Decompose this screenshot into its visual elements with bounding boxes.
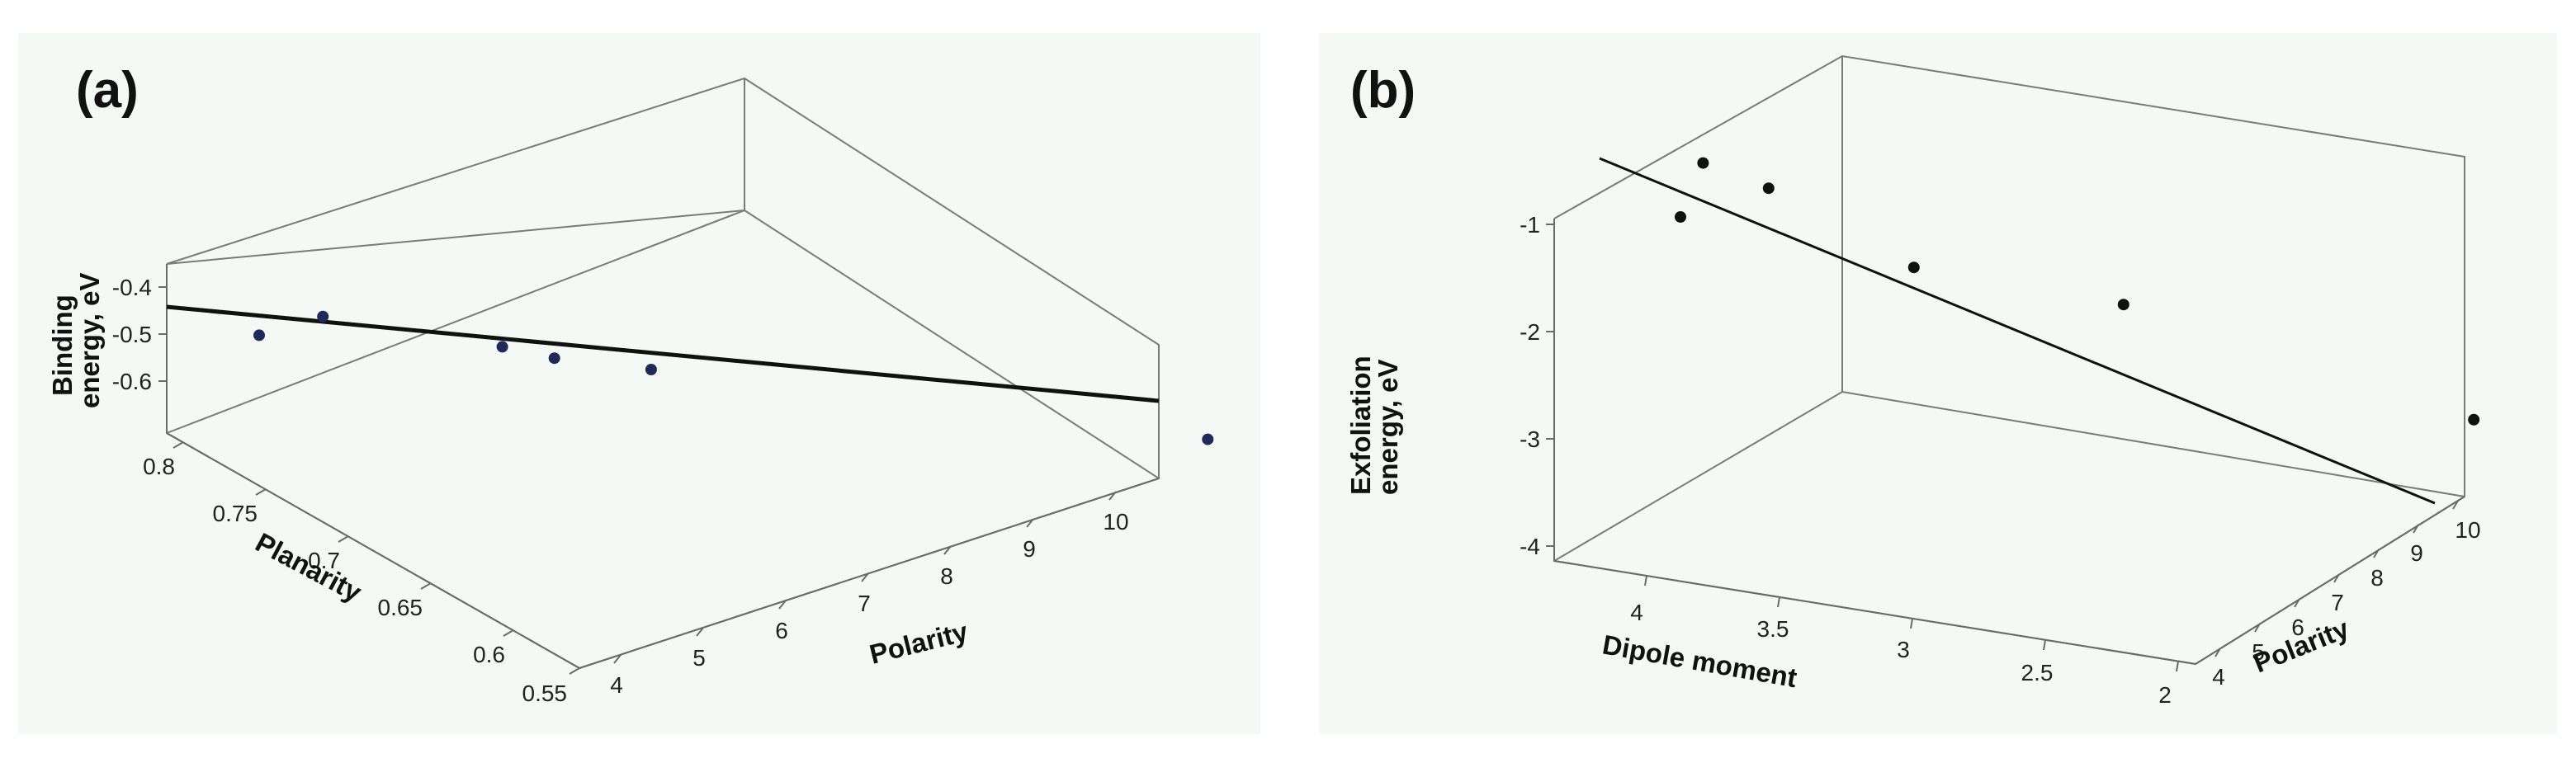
energy-tick-label: -0.4 (112, 275, 152, 300)
polarity-axis (579, 478, 1160, 669)
polarity-tick-label: 6 (775, 618, 788, 643)
box-outline-b (1553, 54, 2465, 666)
polarity-tick-b (2333, 573, 2340, 583)
energy-axis-label: Binding (47, 294, 78, 396)
data-point (548, 352, 560, 365)
energy-tick-label: -0.5 (112, 322, 152, 347)
planarity-ticks: 0.8 0.75 0.7 0.65 0.6 0.55 (143, 441, 580, 706)
polarity-tick-b (2413, 524, 2419, 534)
planarity-tick (338, 535, 349, 543)
dipole-tick (2176, 661, 2179, 672)
data-point (317, 310, 329, 323)
exfoliation-tick-label: -4 (1520, 534, 1540, 559)
dipole-tick (1910, 618, 1913, 629)
polarity-tick-label: 4 (610, 672, 623, 698)
energy-tick-label: -0.6 (112, 369, 152, 394)
polarity-tick-label-b: 10 (2455, 517, 2480, 543)
polarity-tick (613, 654, 622, 664)
energy-axis-label: energy, eV (74, 273, 105, 408)
planarity-tick (173, 441, 184, 449)
planarity-tick-label: 0.7 (308, 548, 340, 573)
polarity-tick (696, 627, 704, 637)
energy-ticks: -0.4 -0.5 -0.6 (112, 275, 167, 394)
planarity-tick-label: 0.6 (473, 642, 505, 667)
polarity-tick-label: 10 (1103, 509, 1128, 535)
polarity-tick-label-b: 8 (2370, 565, 2384, 591)
planarity-tick-label: 0.75 (213, 501, 258, 526)
exfoliation-tick-label: -2 (1520, 319, 1540, 345)
exfoliation-axis-label: energy, eV (1373, 360, 1403, 495)
fit-line-a (166, 304, 1160, 403)
planarity-tick (420, 582, 432, 590)
box-back-bottom-b (1553, 390, 2465, 562)
polarity-tick (943, 545, 952, 555)
dipole-tick-label: 3 (1897, 637, 1910, 662)
dipole-tick (2043, 639, 2046, 651)
dipole-tick-label: 4 (1630, 600, 1643, 625)
dipole-axis (1553, 560, 2196, 665)
data-point (253, 329, 265, 341)
exfoliation-tick-label: -1 (1520, 212, 1540, 238)
polarity-tick-label-b: 9 (2410, 540, 2423, 566)
data-point (496, 341, 508, 353)
box-back-bottom-a (166, 209, 1160, 479)
data-point (2468, 413, 2480, 426)
points-b (1675, 157, 2480, 426)
data-point (1675, 211, 1686, 223)
exfoliation-axis-label: Exfoliation (1345, 356, 1376, 495)
dipole-tick-label: 3.5 (1757, 616, 1789, 642)
data-point (1202, 433, 1214, 445)
polarity-tick-label-b: 4 (2212, 664, 2225, 690)
box-floor-diag-a (166, 210, 745, 434)
polarity-ticks-b: 4 5 6 7 8 9 10 (2212, 500, 2481, 690)
polarity-tick-b (2294, 598, 2300, 608)
data-point (1762, 182, 1775, 195)
polarity-tick-label: 8 (940, 563, 953, 589)
chart-b-svg: (b) 4 3.5 3 2.5 2 (1345, 54, 2481, 708)
polarity-tick-b (2214, 648, 2221, 657)
exfoliation-tick-label: -3 (1520, 426, 1540, 452)
dipole-tick (1777, 596, 1780, 608)
polarity-tick-label: 7 (858, 591, 871, 616)
planarity-axis-label: Planarity (251, 527, 367, 608)
dipole-tick-label: 2 (2158, 682, 2172, 708)
polarity-tick-label: 9 (1023, 536, 1036, 562)
polarity-tick (1026, 518, 1034, 528)
polarity-axis-b (2195, 496, 2465, 665)
planarity-tick (503, 629, 514, 637)
fit-line-b (1599, 157, 2436, 505)
chart-a-svg: (a) 0.8 0.75 0.7 0.65 0.6 0.55 (47, 62, 1214, 706)
planarity-tick-label: 0.65 (378, 595, 423, 620)
exfoliation-ticks: -1 -2 -3 -4 (1520, 212, 1554, 559)
dipole-tick (1644, 575, 1647, 586)
planarity-tick (255, 488, 267, 496)
polarity-tick-b (2254, 623, 2261, 633)
polarity-ticks: 4 5 6 7 8 9 10 (610, 491, 1129, 698)
polarity-axis-label: Polarity (867, 615, 971, 669)
polarity-tick-label-b: 6 (2291, 615, 2304, 640)
polarity-tick (1108, 491, 1117, 501)
panel-a-label: (a) (76, 62, 139, 119)
polarity-tick-label-b: 5 (2252, 639, 2265, 665)
polarity-tick-b (2452, 500, 2459, 510)
polarity-tick-label-b: 7 (2331, 590, 2344, 615)
points-a (253, 310, 1214, 445)
dipole-tick-label: 2.5 (2021, 660, 2054, 685)
polarity-tick-label: 5 (692, 645, 706, 671)
panel-b-label: (b) (1350, 62, 1416, 119)
planarity-tick-label: 0.8 (143, 454, 175, 479)
planarity-tick-label: 0.55 (522, 681, 568, 706)
polarity-tick (861, 572, 869, 582)
data-point (645, 364, 657, 375)
panel-a: (a) 0.8 0.75 0.7 0.65 0.6 0.55 (18, 33, 1260, 734)
polarity-tick-b (2373, 549, 2380, 558)
dipole-ticks: 4 3.5 3 2.5 2 (1630, 575, 2179, 708)
planarity-tick (569, 667, 580, 675)
planarity-axis (166, 432, 580, 669)
data-point (1907, 261, 1920, 274)
polarity-tick (778, 600, 787, 610)
panel-b: (b) 4 3.5 3 2.5 2 (1319, 33, 2557, 734)
data-point (2117, 299, 2129, 311)
data-point (1697, 157, 1709, 169)
